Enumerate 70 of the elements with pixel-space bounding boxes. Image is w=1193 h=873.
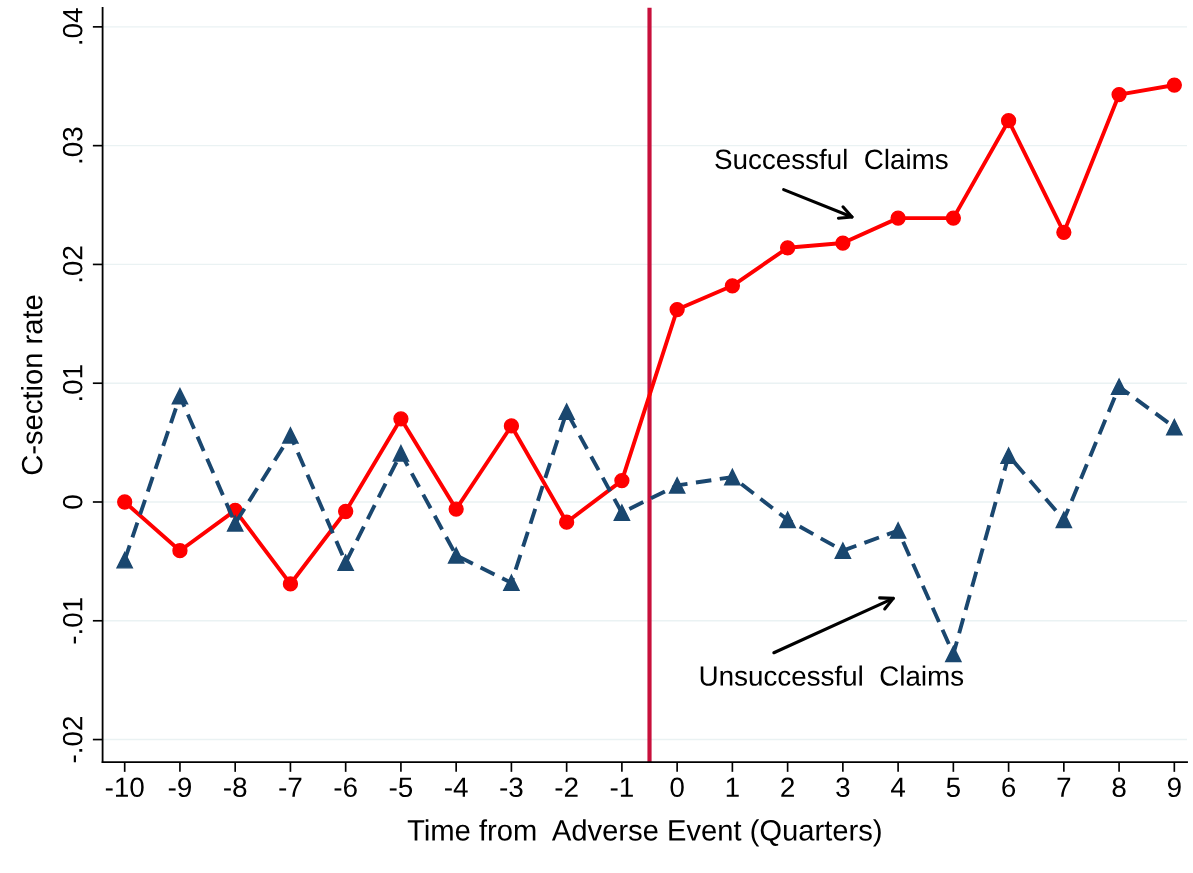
x-tick-label: -1 [610,777,633,797]
x-tick-label: 8 [1112,777,1126,798]
point [172,543,188,559]
point [447,547,465,564]
point [1165,418,1183,436]
point [503,418,520,434]
point [1111,86,1127,103]
point [393,411,409,427]
point [1110,378,1128,396]
point [669,301,685,318]
point [668,477,686,494]
y-tick-label: -.02 [62,717,83,763]
point [889,522,907,539]
point [834,542,852,560]
point [1055,511,1073,529]
x-tick-label: -9 [168,777,191,798]
x-axis-title: Time from Adverse Event (Quarters) [407,819,881,847]
x-tick-label: 0 [670,777,684,798]
x-tick-label: -3 [500,777,523,798]
point [282,576,299,592]
point [337,554,355,571]
point [835,235,851,251]
point [116,551,134,569]
x-tick-label: -5 [389,777,413,798]
point [1000,113,1017,129]
y-tick-label: .04 [62,8,83,44]
point [171,387,189,405]
x-tick-label: 7 [1057,777,1071,797]
point [448,501,464,517]
point [226,515,244,532]
x-tick-label: 3 [836,777,850,798]
point [724,468,741,486]
x-tick-label: 5 [946,777,960,798]
point [945,210,961,226]
point [724,278,741,294]
y-tick-label: .01 [62,365,83,400]
x-tick-label: -7 [279,777,302,797]
x-tick-label: -4 [445,777,468,797]
point [559,514,575,530]
point [1056,224,1072,240]
point [614,472,630,489]
point [338,503,354,520]
x-tick-label: -10 [105,777,144,798]
x-tick-label: 1 [726,777,739,797]
point [945,645,962,663]
point [282,427,299,444]
point [558,403,575,421]
y-tick-label: -.01 [62,598,83,644]
y-axis-title: C-section rate [21,295,43,475]
point [1000,447,1017,465]
point [779,240,796,256]
annotation: Successful Claims [715,148,948,170]
x-tick-label: -8 [224,777,247,798]
x-tick-label: -6 [334,777,357,798]
point [117,494,133,510]
x-tick-label: 4 [891,777,906,797]
point [503,574,520,592]
x-tick-label: -2 [555,777,578,797]
annotation: Unsuccessful Claims [700,665,964,686]
x-tick-label: 9 [1167,777,1181,798]
x-tick-label: 6 [1002,777,1016,798]
point [392,444,410,462]
x-tick-label: 2 [781,777,794,797]
y-tick-label: .03 [62,127,83,163]
y-tick-label: 0 [62,495,83,509]
point [1166,77,1182,93]
point [890,210,906,226]
y-tick-label: .02 [62,246,83,282]
point [613,504,631,522]
point [779,511,796,529]
